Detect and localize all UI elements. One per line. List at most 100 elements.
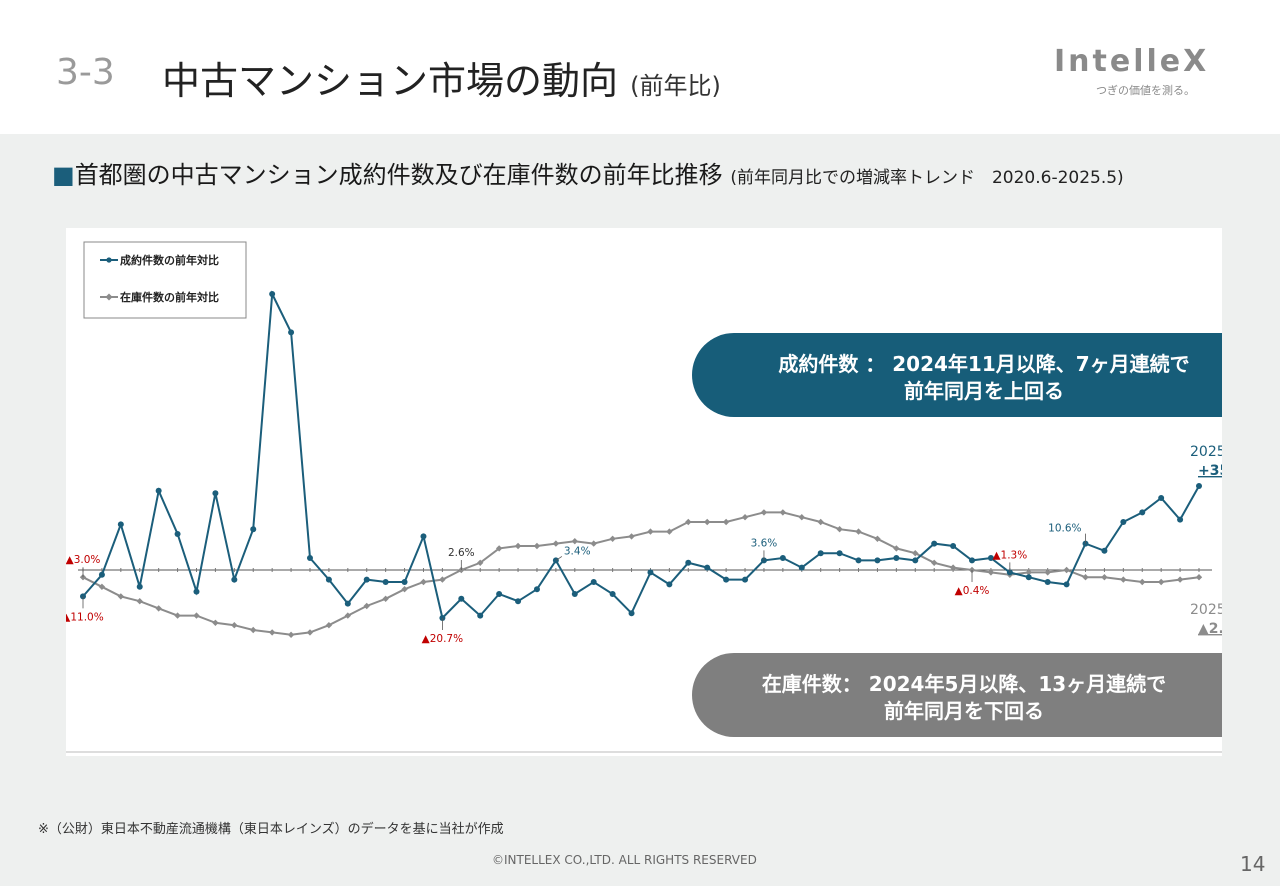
data-point-contracts [231,576,238,583]
callout-contracts-line2: 前年同月を上回る [904,379,1064,403]
data-point-contracts [515,598,522,605]
data-point-contracts [931,540,938,547]
copyright: ©INTELLEX CO.,LTD. ALL RIGHTS RESERVED [492,853,757,867]
data-point-contracts [420,533,427,540]
end-label-contracts: 2025.5 +35.0% [1190,444,1258,479]
page-title: 中古マンション市場の動向 (前年比) [162,50,721,105]
data-point-inventory [571,538,578,545]
data-point-contracts [798,564,805,571]
data-point-inventory [117,593,125,600]
page-number: 14 [1240,852,1266,876]
end-label-inventory-value: ▲2.8% [1198,621,1222,637]
heading-marker: ■ [52,161,75,189]
legend-inventory-label: 在庫件数の前年対比 [120,290,219,304]
data-point-contracts [1006,569,1013,576]
series-line-contracts [82,290,1200,620]
data-point-inventory [1157,578,1165,586]
data-point-contracts [666,581,673,588]
data-point-contracts [874,557,881,564]
data-point-contracts [855,557,862,564]
data-point-contracts [836,550,843,557]
data-label: 10.6% [1048,523,1081,535]
end-label-inventory: 2025.5 ▲2.8% [1190,602,1248,637]
data-point-contracts [193,588,200,595]
data-point-contracts [1044,579,1051,585]
chart-area: 成約件数の前年対比 在庫件数の前年対比 ▲3.0% ▲11.0% 2.6% ▲20.7… [62,228,1276,776]
data-point-contracts [98,571,105,578]
data-point-inventory [1176,576,1184,583]
data-point-contracts [647,569,654,576]
data-point-inventory [685,518,692,526]
data-point-inventory [704,518,711,526]
data-point-inventory [628,533,635,540]
x-axis-ticks [82,568,1200,572]
data-point-contracts [779,555,786,561]
data-point-contracts [742,576,749,583]
data-point-contracts [912,557,919,564]
data-label: ▲20.7% [422,633,463,645]
data-point-inventory [231,622,238,629]
data-point-inventory [1139,578,1146,586]
data-point-inventory [344,612,352,619]
legend-contracts-label: 成約件数の前年対比 [120,253,219,267]
data-point-contracts [1101,547,1108,554]
data-point-contracts [458,595,465,602]
data-point-contracts [363,576,370,583]
data-point-contracts [1120,519,1127,525]
data-point-inventory [912,550,919,557]
data-point-inventory [363,602,370,610]
data-point-contracts [685,559,692,566]
data-point-inventory [533,542,541,550]
annotation-leader [555,556,563,561]
legend-contracts-marker [106,257,112,263]
data-point-inventory [136,598,143,605]
data-point-inventory [439,576,446,583]
data-point-inventory [420,578,427,586]
header-bar: 3-3 中古マンション市場の動向 (前年比) IntelleX つぎの価値を測る… [0,0,1280,134]
data-point-inventory [306,629,314,636]
data-label: ▲1.3% [992,549,1027,561]
data-point-contracts [382,579,389,585]
data-point-inventory [949,564,957,571]
legend: 成約件数の前年対比 在庫件数の前年対比 [83,241,247,319]
data-point-inventory [798,514,805,521]
series-points-inventory [79,509,1203,638]
data-point-inventory [817,518,824,526]
data-point-inventory [1044,569,1051,576]
data-point-contracts [306,555,313,561]
heading-note: (前年同月比での増減率トレンド 2020.6-2025.5) [730,168,1124,188]
data-point-contracts [950,543,957,549]
data-annotations: ▲3.0% ▲11.0% 2.6% ▲20.7% 3.4% 3.6% ▲0.4% ▲1.3% 1… [62,523,1086,645]
callout-inventory-line2: 前年同月を下回る [884,699,1044,723]
data-point-contracts [628,610,635,617]
data-point-contracts [1196,483,1202,489]
data-point-contracts [344,600,351,607]
data-point-contracts [250,526,257,533]
data-point-inventory [666,528,673,535]
page-title-suffix: (前年比) [630,72,721,100]
data-point-inventory [590,540,597,547]
chart-heading: ■首都圏の中古マンション成約件数及び在庫件数の前年比推移 (前年同月比での増減率… [52,155,1124,190]
intellex-logo: IntelleX [1054,44,1210,79]
data-point-inventory [836,526,843,533]
data-point-inventory [287,631,295,638]
data-point-inventory [987,569,995,576]
data-point-inventory [722,518,730,526]
data-point-contracts [269,291,276,297]
data-point-contracts [1063,581,1070,588]
data-point-inventory [1063,566,1070,574]
data-point-contracts [288,329,295,336]
data-point-inventory [855,528,862,535]
data-point-inventory [1025,569,1032,576]
data-point-contracts [155,487,162,494]
data-point-inventory [552,540,560,547]
data-label: 3.6% [751,537,778,549]
data-point-inventory [1195,574,1203,581]
data-point-contracts [1158,495,1165,501]
data-point-contracts [760,557,767,564]
line-chart: 成約件数の前年対比 在庫件数の前年対比 ▲3.0% ▲11.0% 2.6% ▲20.7… [62,241,1276,776]
data-label: ▲0.4% [955,585,990,597]
source-note: ※（公財）東日本不動産流通機構（東日本レインズ）のデータを基に当社が作成 [38,822,504,837]
data-point-contracts [401,579,408,585]
data-label: 2.6% [448,547,475,559]
